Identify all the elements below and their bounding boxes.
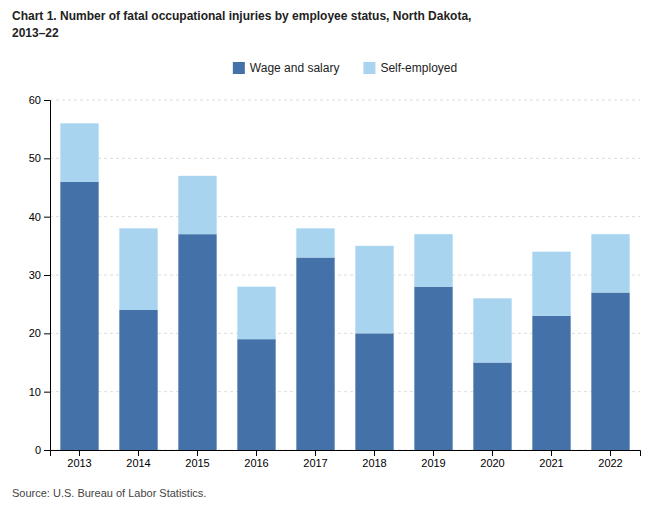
- bar: [355, 246, 393, 333]
- tick-label: 2018: [362, 457, 386, 469]
- bar: [296, 258, 334, 451]
- tick-label: 2022: [598, 457, 622, 469]
- tick-label: 2013: [67, 457, 91, 469]
- bar: [178, 234, 216, 450]
- tick-mark: [44, 450, 50, 451]
- tick-mark: [610, 450, 611, 456]
- tick: 60: [29, 94, 50, 106]
- tick-label: 0: [35, 444, 41, 456]
- bar: [591, 234, 629, 292]
- tick-label: 2019: [421, 457, 445, 469]
- x-axis: 2013 2014 2015 2016 2017 2018 2019 2020 2021 2022: [51, 450, 641, 469]
- legend-swatch: [363, 62, 375, 74]
- tick-mark: [256, 450, 257, 456]
- chart: Chart 1. Number of fatal occupational in…: [0, 0, 660, 505]
- grid-line: [50, 158, 640, 159]
- tick: 0: [35, 444, 50, 456]
- bar: [355, 333, 393, 450]
- grid: [50, 100, 640, 450]
- bars: [60, 123, 629, 450]
- tick-label: 2015: [185, 457, 209, 469]
- legend-label: Self-employed: [380, 61, 457, 75]
- tick-mark: [79, 450, 80, 456]
- axis-line: [44, 101, 51, 451]
- bar: [178, 176, 216, 234]
- grid-line: [50, 216, 640, 217]
- tick-label: 40: [29, 211, 41, 223]
- tick-label: 60: [29, 94, 41, 106]
- axis-line: [51, 451, 641, 457]
- legend-swatch: [233, 62, 245, 74]
- tick: 2016: [244, 450, 268, 469]
- tick: 2019: [421, 450, 445, 469]
- tick: 2017: [303, 450, 327, 469]
- bar: [473, 363, 511, 451]
- series: [60, 182, 629, 450]
- legend: Wage and salary Self-employed: [233, 61, 457, 75]
- tick: 2018: [362, 450, 386, 469]
- bar: [119, 310, 157, 450]
- series: [60, 123, 629, 362]
- tick-label: 2017: [303, 457, 327, 469]
- tick-label: 2014: [126, 457, 150, 469]
- tick: 2015: [185, 450, 209, 469]
- tick-label: 20: [29, 327, 41, 339]
- tick-mark: [492, 450, 493, 456]
- tick-label: 2020: [480, 457, 504, 469]
- tick-mark: [44, 392, 50, 393]
- tick-mark: [44, 158, 50, 159]
- tick: 2022: [598, 450, 622, 469]
- tick: 2021: [539, 450, 563, 469]
- tick: 10: [29, 386, 50, 398]
- tick-mark: [44, 275, 50, 276]
- bar: [60, 123, 98, 181]
- bar: [532, 252, 570, 316]
- tick: 20: [29, 327, 50, 339]
- tick-mark: [44, 100, 50, 101]
- bar: [237, 339, 275, 450]
- tick: 2014: [126, 450, 150, 469]
- legend-label: Wage and salary: [250, 61, 340, 75]
- legend-item: Wage and salary: [233, 61, 340, 75]
- tick-mark: [44, 217, 50, 218]
- title: Chart 1. Number of fatal occupational in…: [12, 9, 471, 23]
- bar: [414, 234, 452, 287]
- tick-mark: [374, 450, 375, 456]
- tick-label: 2021: [539, 457, 563, 469]
- tick-label: 30: [29, 269, 41, 281]
- plot: 2013 2014 2015 2016 2017 2018 2019 2020 2021 2022…: [29, 94, 641, 469]
- bar: [119, 228, 157, 310]
- y-axis: 0 10 20 30 40 50 60: [29, 94, 51, 456]
- bar: [237, 287, 275, 340]
- tick-mark: [197, 450, 198, 456]
- bar: [414, 287, 452, 450]
- tick: 40: [29, 211, 50, 223]
- bar: [296, 228, 334, 257]
- bar: [473, 298, 511, 362]
- tick-mark: [138, 450, 139, 456]
- tick-label: 50: [29, 152, 41, 164]
- bar: [532, 316, 570, 450]
- tick: 2020: [480, 450, 504, 469]
- legend-item: Self-employed: [363, 61, 457, 75]
- subtitle: 2013–22: [12, 26, 59, 40]
- tick-mark: [44, 333, 50, 334]
- tick: 50: [29, 152, 50, 164]
- tick-mark: [433, 450, 434, 456]
- annotation: Source: U.S. Bureau of Labor Statistics.: [12, 487, 206, 499]
- tick: 2013: [67, 450, 91, 469]
- bar: [591, 293, 629, 451]
- tick-label: 2016: [244, 457, 268, 469]
- tick-mark: [315, 450, 316, 456]
- grid-line: [50, 100, 640, 101]
- tick-mark: [551, 450, 552, 456]
- tick-label: 10: [29, 386, 41, 398]
- bar: [60, 182, 98, 450]
- tick: 30: [29, 269, 50, 281]
